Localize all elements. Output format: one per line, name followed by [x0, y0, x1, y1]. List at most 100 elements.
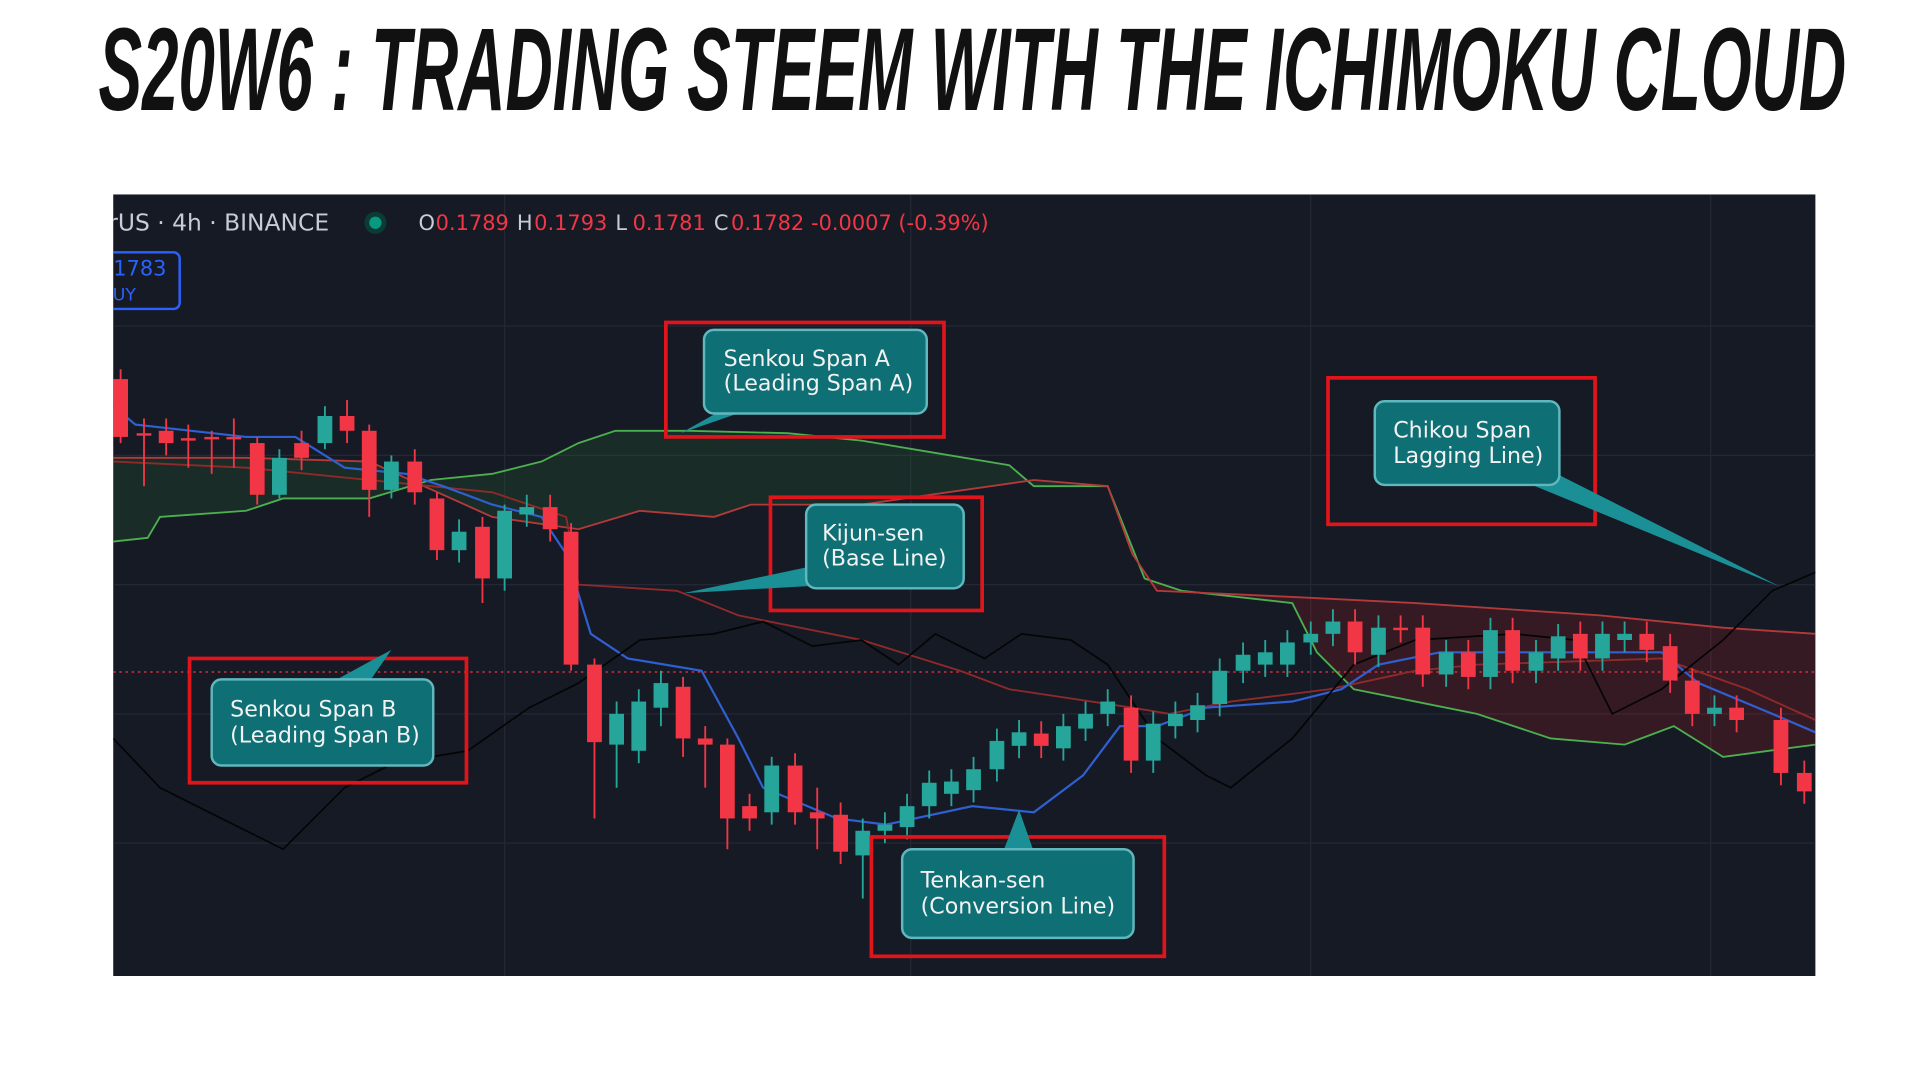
candle: [1393, 627, 1408, 631]
candle: [226, 436, 242, 440]
candle: [1528, 652, 1544, 671]
callout-line: Senkou Span B: [230, 697, 396, 723]
senkou-span-a: [113, 429, 1816, 758]
candle: [1415, 627, 1431, 675]
candle: [1280, 642, 1295, 665]
ohlc-value: 0.1781: [633, 211, 706, 235]
candle: [1483, 630, 1498, 677]
candle: [407, 461, 423, 493]
candle: [158, 430, 174, 444]
candle: [1168, 713, 1183, 727]
candle: [1303, 633, 1319, 643]
ohlc-value: 0.1793: [534, 211, 607, 235]
callout-kijun: Kijun-sen (Base Line): [683, 495, 985, 613]
candle: [180, 438, 196, 441]
candle: [1347, 621, 1363, 653]
candle: [989, 740, 1005, 770]
ohlc: O 0.1789 H 0.1793 L 0.1781 C 0.1782: [418, 211, 804, 235]
candle: [1438, 652, 1454, 675]
candle: [1773, 720, 1789, 773]
senkou-span-b: [113, 456, 1816, 635]
candle: [877, 824, 893, 831]
candle: [1729, 707, 1744, 720]
callout-line: Lagging Line): [1393, 443, 1543, 469]
plot: rUS · 4h · BINANCE O 0.1789 H 0.1793 L 0.1781…: [113, 194, 1816, 976]
ohlc-label: H: [517, 211, 533, 235]
callout-senkou-b: Senkou Span B (Leading Span B): [187, 649, 469, 785]
candle: [764, 765, 780, 813]
ohlc-label: C: [714, 211, 729, 235]
candle: [675, 686, 691, 739]
candle: [451, 531, 467, 551]
title: S20W6 : TRADING STEEM WITH THE ICHIMOKU …: [98, 4, 1846, 136]
candle: [563, 531, 579, 665]
candle: [1595, 633, 1610, 659]
callout-line: (Leading Span B): [230, 722, 420, 748]
candle: [1325, 621, 1341, 634]
candle: [136, 433, 152, 436]
callout-line: Kijun-sen: [822, 521, 924, 547]
candle: [944, 781, 959, 794]
order-box: [113, 251, 181, 311]
candle: [966, 769, 981, 791]
ohlc-label: O: [418, 211, 434, 235]
candle: [1550, 636, 1566, 659]
candle: [1505, 630, 1520, 671]
candle: [1662, 646, 1678, 681]
candle: [1639, 633, 1655, 650]
candle: [742, 806, 757, 819]
candle: [1684, 680, 1700, 714]
candle: [1190, 705, 1205, 720]
candle: [272, 457, 287, 495]
candle: [1056, 726, 1071, 749]
candle: [1145, 723, 1161, 761]
candle: [833, 814, 848, 852]
cloud-bullish: [113, 430, 1120, 542]
candle: [1212, 670, 1228, 704]
callout-line: (Leading Span A): [724, 370, 914, 396]
candle: [294, 443, 309, 458]
order-price: 1783: [113, 257, 166, 281]
candle: [1796, 772, 1812, 792]
candle: [653, 683, 669, 708]
ohlc-value: 0.1789: [436, 211, 509, 235]
candle: [1100, 701, 1116, 714]
candle: [720, 744, 735, 819]
candle: [519, 507, 535, 515]
callout-line: Senkou Span A: [724, 346, 890, 372]
candle: [1011, 732, 1027, 746]
callout-line: Chikou Span: [1393, 417, 1531, 443]
candle: [249, 443, 265, 495]
candle: [809, 812, 825, 819]
candle: [113, 379, 128, 437]
candle: [1572, 633, 1588, 659]
candle: [1033, 733, 1049, 746]
callout-senkou-a: Senkou Span A (Leading Span A): [664, 320, 946, 439]
candle: [542, 507, 558, 530]
candle: [855, 830, 871, 856]
candles: [113, 369, 1812, 899]
candle: [787, 765, 803, 813]
candle: [1078, 713, 1093, 729]
callout-tenkan: Tenkan-sen (Conversion Line): [869, 809, 1167, 959]
candle: [631, 701, 647, 751]
change: -0.0007 (-0.39%): [811, 211, 989, 235]
callout-chikou: Chikou Span Lagging Line): [1326, 376, 1781, 588]
candle: [697, 738, 713, 745]
candle: [384, 461, 399, 490]
candle: [1257, 652, 1273, 665]
callout-line: (Base Line): [822, 545, 946, 571]
candle: [1123, 707, 1139, 761]
candle: [317, 416, 333, 444]
candle: [475, 526, 490, 579]
candle: [1235, 654, 1251, 671]
ohlc-label: L: [615, 211, 627, 235]
candle: [497, 510, 512, 579]
callout-line: (Conversion Line): [921, 894, 1116, 920]
candle: [899, 806, 915, 828]
candle: [921, 782, 937, 807]
candle: [1707, 707, 1722, 714]
status-dot: [369, 216, 382, 229]
candle: [339, 416, 355, 431]
callout-line: Tenkan-sen: [920, 868, 1046, 894]
